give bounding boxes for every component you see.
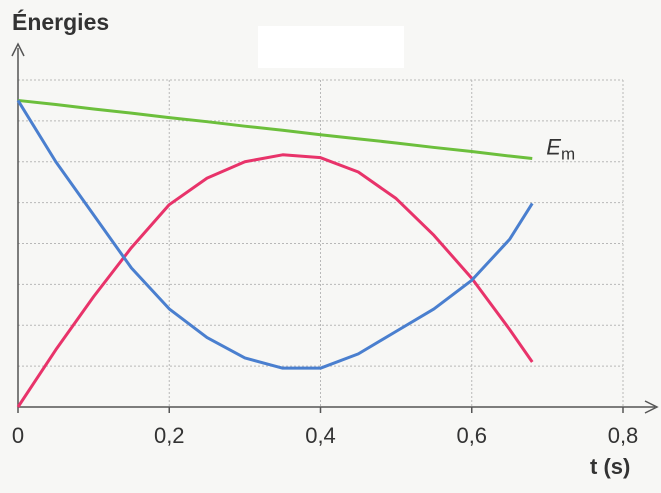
blank-patch (258, 26, 404, 68)
x-tick-label: 0,4 (305, 423, 336, 448)
y-arrow (11, 42, 25, 57)
series-line (16, 153, 534, 408)
series-line (16, 99, 534, 370)
x-arrow (644, 400, 659, 414)
x-tick-label: 0 (12, 423, 24, 448)
x-tick-label: 0,8 (608, 423, 639, 448)
x-tick-label: 0,2 (154, 423, 185, 448)
series-label: Em (546, 134, 575, 164)
series-line (17, 98, 533, 160)
x-tick-label: 0,6 (456, 423, 487, 448)
x-axis-label: t (s) (590, 454, 630, 479)
chart-title: Énergies (12, 8, 109, 35)
